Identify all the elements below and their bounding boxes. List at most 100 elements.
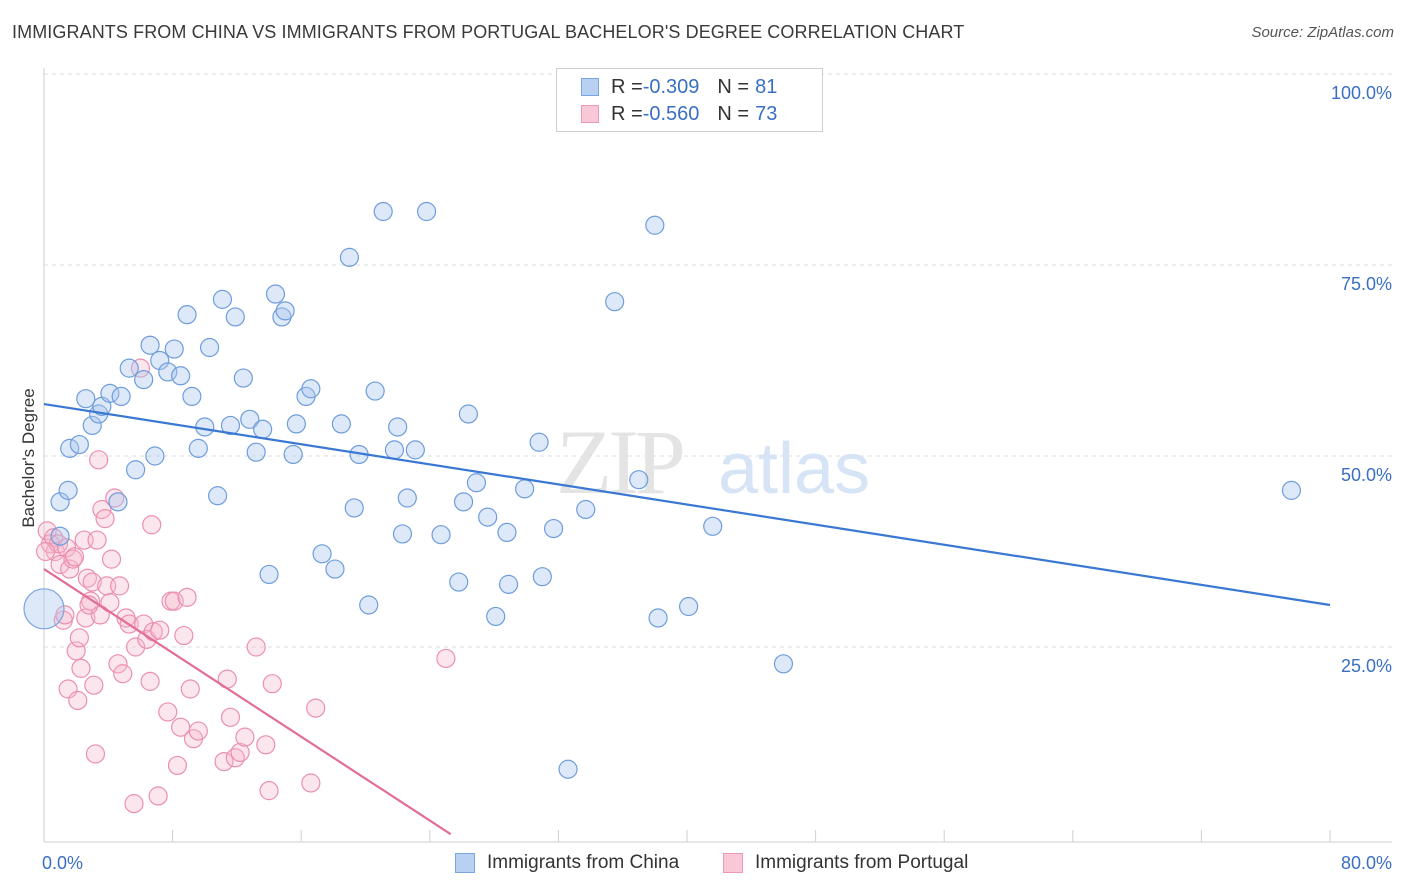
china-trend-line	[43, 402, 1331, 607]
china-point	[212, 289, 233, 309]
legend-n-label: N =	[717, 102, 750, 125]
portugal-point	[436, 648, 456, 669]
china-point	[605, 292, 625, 312]
portugal-point	[164, 591, 184, 611]
china-point	[145, 446, 165, 466]
china-point	[331, 414, 351, 434]
portugal-point	[262, 674, 282, 694]
china-point	[259, 564, 279, 585]
y-tick-label: 75.0%	[1341, 274, 1392, 294]
portugal-point	[126, 637, 146, 657]
watermark: ZIP atlas	[556, 411, 870, 513]
portugal-point	[95, 509, 115, 529]
portugal-point	[167, 755, 188, 776]
china-point	[195, 417, 215, 437]
china-point	[188, 438, 208, 458]
china-point	[703, 516, 723, 536]
series-label-portugal: Immigrants from Portugal	[755, 852, 969, 873]
portugal-point	[108, 654, 128, 674]
axes	[43, 68, 1392, 843]
china-point-large	[23, 588, 65, 630]
china-point	[405, 440, 425, 460]
china-point	[478, 507, 498, 527]
legend-swatch-portugal	[581, 105, 599, 123]
x-tick-label-left: 0.0%	[42, 853, 83, 873]
legend-row-portugal: R = -0.560 N = 73	[581, 102, 777, 126]
china-point	[576, 499, 596, 520]
portugal-point	[85, 744, 106, 764]
portugal-point	[148, 786, 168, 806]
legend-r-value: -0.309	[642, 75, 700, 98]
china-point	[486, 606, 506, 627]
series-swatch-portugal	[723, 853, 743, 873]
y-axis-label: Bachelor's Degree	[19, 388, 38, 527]
china-point	[312, 544, 332, 564]
portugal-point	[101, 549, 122, 569]
china-point	[134, 370, 154, 390]
source-note: Source: ZipAtlas.com	[1251, 24, 1394, 41]
china-point	[286, 414, 306, 434]
china-point	[150, 350, 170, 371]
china-point	[1281, 480, 1302, 500]
china-point	[240, 409, 260, 429]
portugal-point	[177, 587, 197, 607]
legend-row-china: R = -0.309 N = 81	[581, 75, 777, 99]
legend-swatch-china	[581, 78, 599, 96]
china-point	[392, 524, 413, 544]
legend-r-label: R =	[611, 75, 643, 98]
china-point	[543, 518, 564, 539]
portugal-point	[142, 515, 162, 535]
china-point	[265, 284, 286, 304]
china-point	[301, 379, 321, 399]
china-point	[773, 654, 794, 674]
portugal-point	[158, 702, 178, 722]
china-point	[60, 438, 80, 458]
series-label-china: Immigrants from China	[487, 852, 680, 873]
portugal-point	[259, 781, 279, 801]
china-point	[629, 470, 649, 490]
china-point	[177, 305, 197, 325]
portugal-point	[246, 637, 266, 657]
chart-title: IMMIGRANTS FROM CHINA VS IMMIGRANTS FROM…	[12, 22, 965, 42]
china-point	[108, 492, 128, 512]
china-point	[359, 595, 379, 615]
china-point	[515, 479, 535, 499]
china-point	[384, 440, 405, 460]
china-point	[140, 335, 160, 355]
portugal-point	[174, 625, 194, 646]
china-point	[453, 492, 474, 512]
trend-lines	[43, 402, 1331, 836]
y-tick-label: 100.0%	[1331, 83, 1392, 103]
china-point	[199, 337, 220, 358]
china-point	[344, 498, 364, 518]
series-legend-china: Immigrants from China	[455, 852, 679, 874]
portugal-point	[82, 572, 102, 592]
china-point	[325, 559, 345, 579]
china-point	[50, 492, 70, 512]
china-point	[208, 486, 228, 506]
china-point	[679, 596, 699, 617]
china-point	[648, 608, 668, 628]
portugal-point	[109, 576, 130, 596]
china-point	[220, 415, 241, 436]
china-point	[119, 358, 139, 378]
legend-r-label: R =	[611, 102, 643, 125]
portugal-point	[124, 794, 144, 814]
china-point	[82, 415, 102, 436]
china-point	[458, 404, 478, 424]
china-point	[158, 362, 178, 382]
china-point	[416, 201, 437, 222]
china-point	[76, 389, 96, 409]
portugal-point	[64, 547, 85, 567]
china-point	[431, 525, 451, 545]
watermark-atlas: atlas	[718, 429, 870, 509]
legend-r-value: -0.560	[642, 102, 700, 125]
portugal-point	[150, 620, 170, 640]
china-point	[529, 432, 549, 452]
china-point	[497, 522, 517, 543]
portugal-point	[220, 707, 241, 727]
china-point	[233, 368, 253, 388]
china-point	[58, 480, 78, 500]
china-point	[100, 383, 120, 403]
